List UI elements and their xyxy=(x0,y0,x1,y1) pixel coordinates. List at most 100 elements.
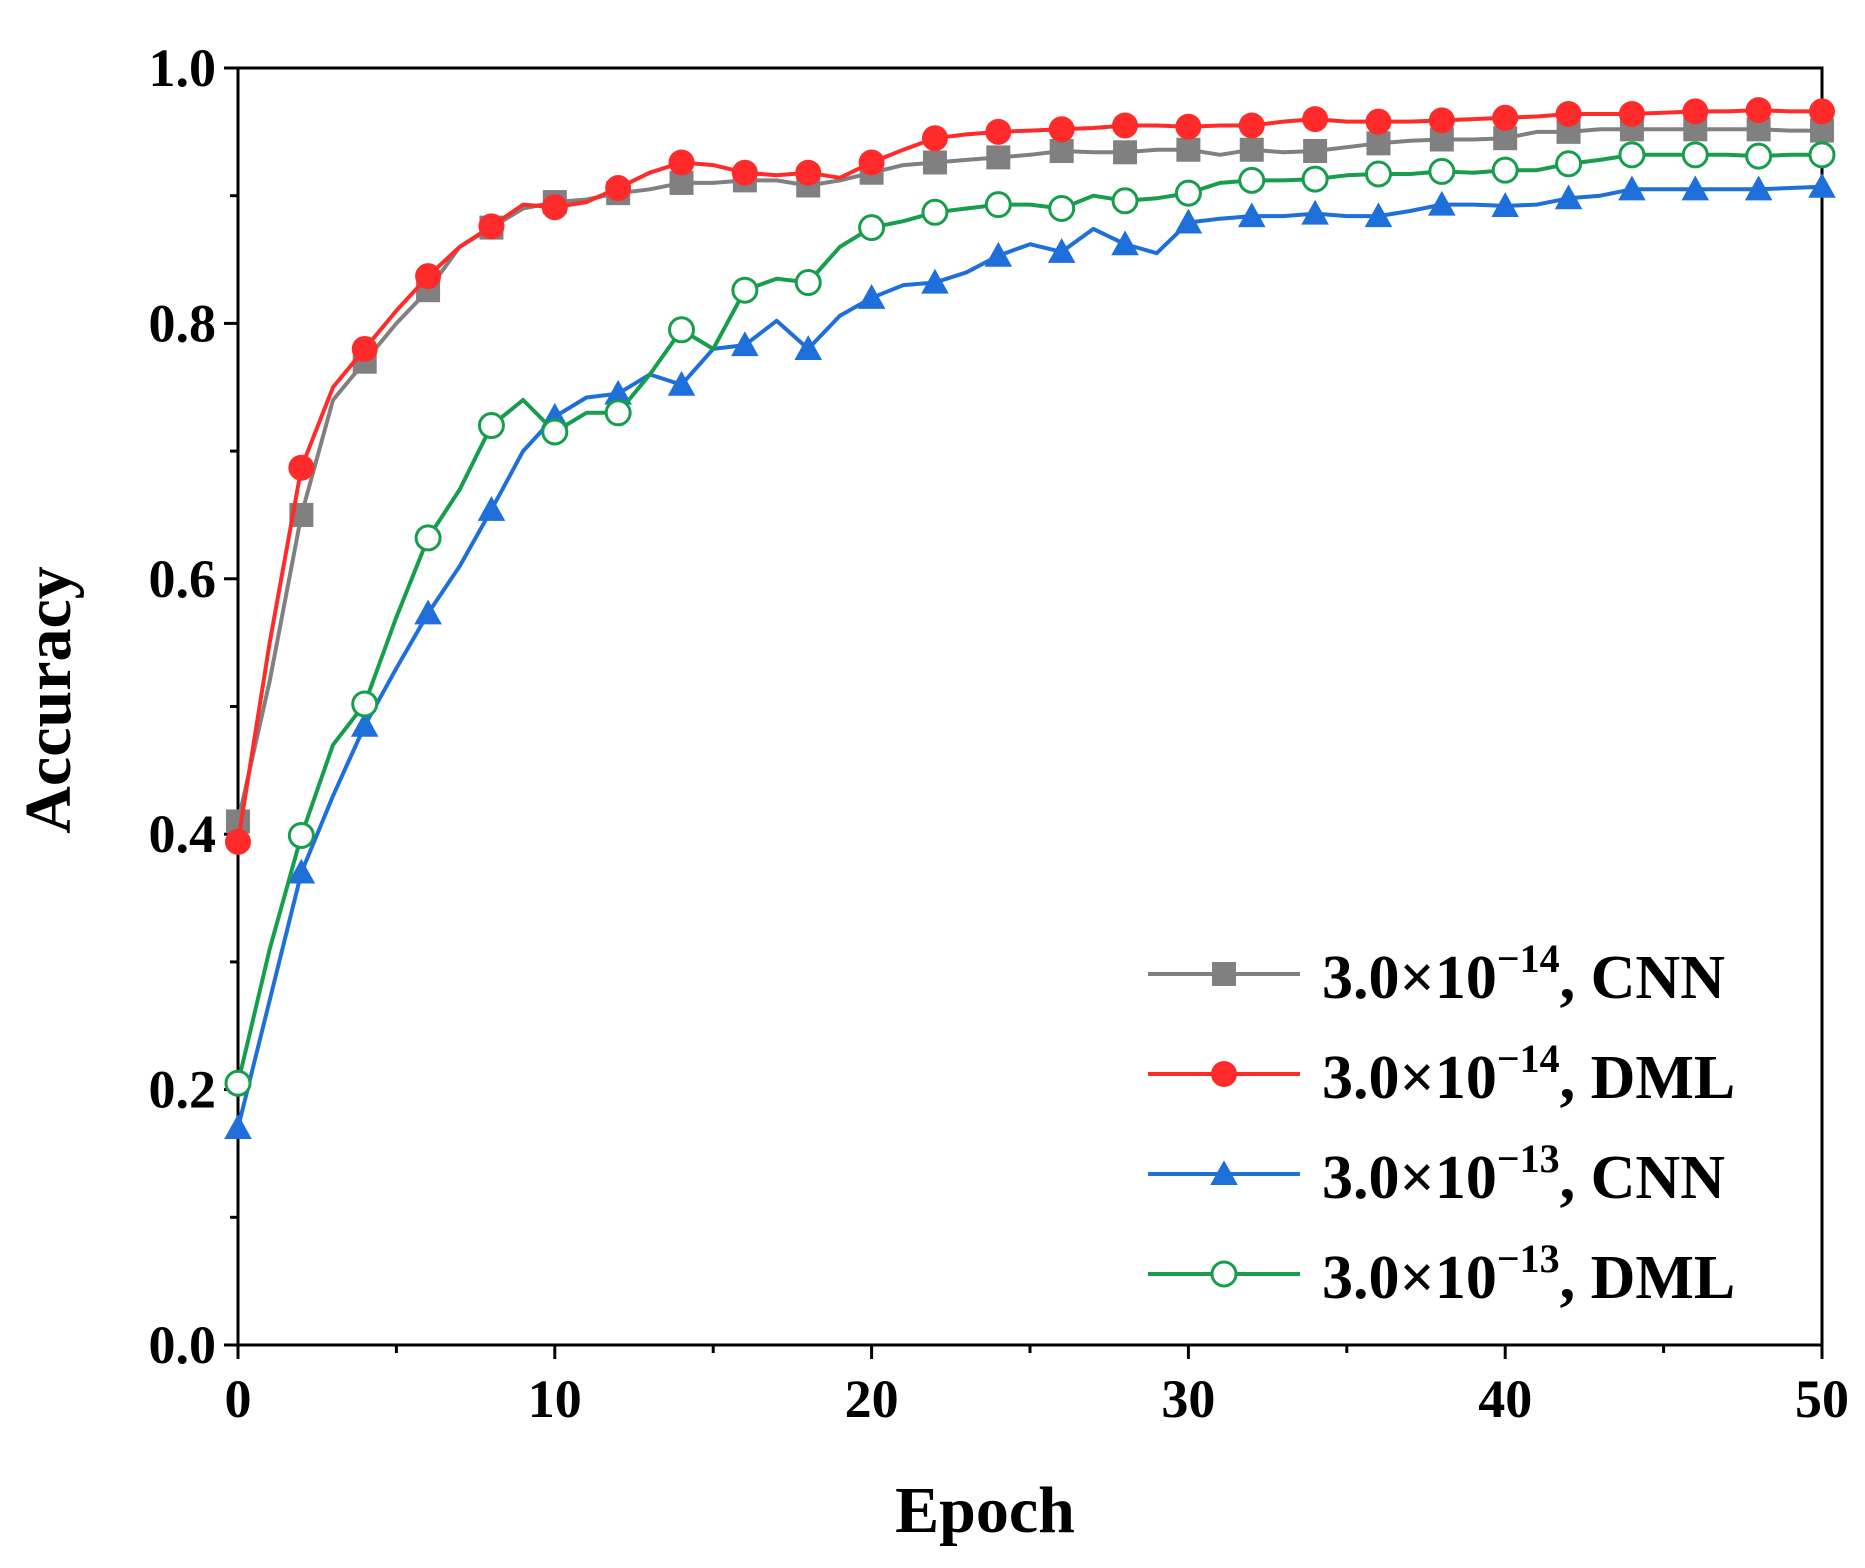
legend-entry: 3.0×10−13, CNN xyxy=(1148,1136,1725,1212)
data-point xyxy=(1808,141,1836,169)
data-point xyxy=(478,213,505,240)
data-point xyxy=(1113,140,1138,165)
data-point xyxy=(1428,107,1455,134)
data-point xyxy=(1239,137,1264,162)
legend-label: 3.0×10−13, CNN xyxy=(1322,1136,1725,1212)
data-point xyxy=(985,118,1012,145)
data-point xyxy=(1429,127,1454,152)
data-point xyxy=(921,198,949,226)
data-point xyxy=(224,1114,252,1139)
data-point xyxy=(731,159,758,186)
y-tick-label: 0.6 xyxy=(149,549,217,609)
data-point xyxy=(858,214,886,242)
data-point xyxy=(351,690,379,718)
data-point xyxy=(351,335,378,362)
data-point xyxy=(1301,165,1329,193)
series-2 xyxy=(224,172,1836,1139)
data-point xyxy=(1364,160,1392,188)
data-point xyxy=(1364,202,1393,228)
data-point xyxy=(1176,137,1201,162)
data-point xyxy=(1303,139,1328,164)
data-point xyxy=(858,149,885,176)
data-point xyxy=(1618,141,1646,169)
data-point xyxy=(414,524,442,552)
legend-marker xyxy=(1212,962,1236,986)
data-point xyxy=(731,331,759,357)
data-point xyxy=(984,241,1013,267)
legend-entry: 3.0×10−14, DML xyxy=(1148,1036,1735,1112)
data-point xyxy=(857,284,886,309)
x-tick-label: 0 xyxy=(225,1369,252,1429)
data-point xyxy=(1175,113,1202,140)
data-point xyxy=(1111,187,1139,215)
data-point xyxy=(604,399,632,427)
data-point xyxy=(1112,112,1139,139)
series-line xyxy=(236,184,1823,1129)
data-point xyxy=(1491,156,1519,184)
data-point xyxy=(1111,230,1139,256)
data-point xyxy=(1745,97,1772,124)
data-point xyxy=(1618,175,1646,201)
data-point xyxy=(1492,104,1519,131)
data-point xyxy=(541,418,569,446)
data-point xyxy=(1681,175,1710,201)
data-point xyxy=(477,496,506,521)
data-point xyxy=(668,149,695,176)
y-axis-label: Accuracy xyxy=(12,566,85,834)
x-tick-label: 50 xyxy=(1795,1369,1849,1429)
data-point xyxy=(922,150,947,175)
data-point xyxy=(1366,131,1391,156)
legend: 3.0×10−14, CNN 3.0×10−14, DML 3.0×10−13, C… xyxy=(1148,936,1735,1312)
x-tick-label: 30 xyxy=(1161,1369,1215,1429)
data-point xyxy=(1745,142,1773,170)
data-point xyxy=(1681,141,1709,169)
series-line xyxy=(236,108,1822,843)
data-point xyxy=(794,269,822,297)
data-point xyxy=(1682,98,1709,125)
legend-entry: 3.0×10−13, DML xyxy=(1148,1236,1735,1312)
y-tick-label: 0.2 xyxy=(149,1060,217,1120)
y-tick-label: 1.0 xyxy=(149,38,217,98)
data-point xyxy=(1365,108,1392,135)
data-point xyxy=(415,263,442,290)
data-point xyxy=(287,858,316,884)
data-point xyxy=(731,276,759,304)
data-point xyxy=(667,370,696,396)
legend-entry: 3.0×10−14, CNN xyxy=(1148,936,1725,1012)
data-point xyxy=(1174,208,1203,234)
data-point xyxy=(921,125,948,152)
data-point xyxy=(1047,238,1076,263)
data-point xyxy=(1491,192,1519,217)
data-point xyxy=(287,821,315,849)
data-point xyxy=(1555,100,1582,127)
legend-marker xyxy=(1210,1260,1238,1288)
legend-label: 3.0×10−13, DML xyxy=(1322,1236,1735,1312)
data-point xyxy=(604,379,632,405)
data-point xyxy=(668,316,696,344)
data-point xyxy=(350,711,379,737)
y-tick-label: 0.8 xyxy=(149,293,217,353)
series-layer xyxy=(224,97,1836,1139)
y-tick-label: 0.4 xyxy=(149,804,217,864)
x-tick-label: 40 xyxy=(1478,1369,1532,1429)
series-3 xyxy=(224,141,1836,1097)
data-point xyxy=(605,175,632,202)
legend-label: 3.0×10−14, CNN xyxy=(1322,936,1725,1012)
data-point xyxy=(921,268,949,294)
legend-marker xyxy=(1211,1061,1237,1087)
data-point xyxy=(1428,157,1456,185)
series-line xyxy=(236,127,1822,822)
data-point xyxy=(986,145,1011,170)
data-point xyxy=(288,454,315,481)
series-1 xyxy=(225,97,1835,855)
x-axis-label: Epoch xyxy=(895,1474,1075,1547)
data-point xyxy=(1683,117,1708,142)
data-point xyxy=(1618,100,1645,127)
data-point xyxy=(1428,190,1456,216)
data-point xyxy=(1302,106,1329,133)
data-point xyxy=(794,335,823,360)
data-point xyxy=(1238,166,1266,194)
data-point xyxy=(1048,194,1076,222)
data-point xyxy=(414,599,442,625)
data-point xyxy=(984,191,1012,219)
